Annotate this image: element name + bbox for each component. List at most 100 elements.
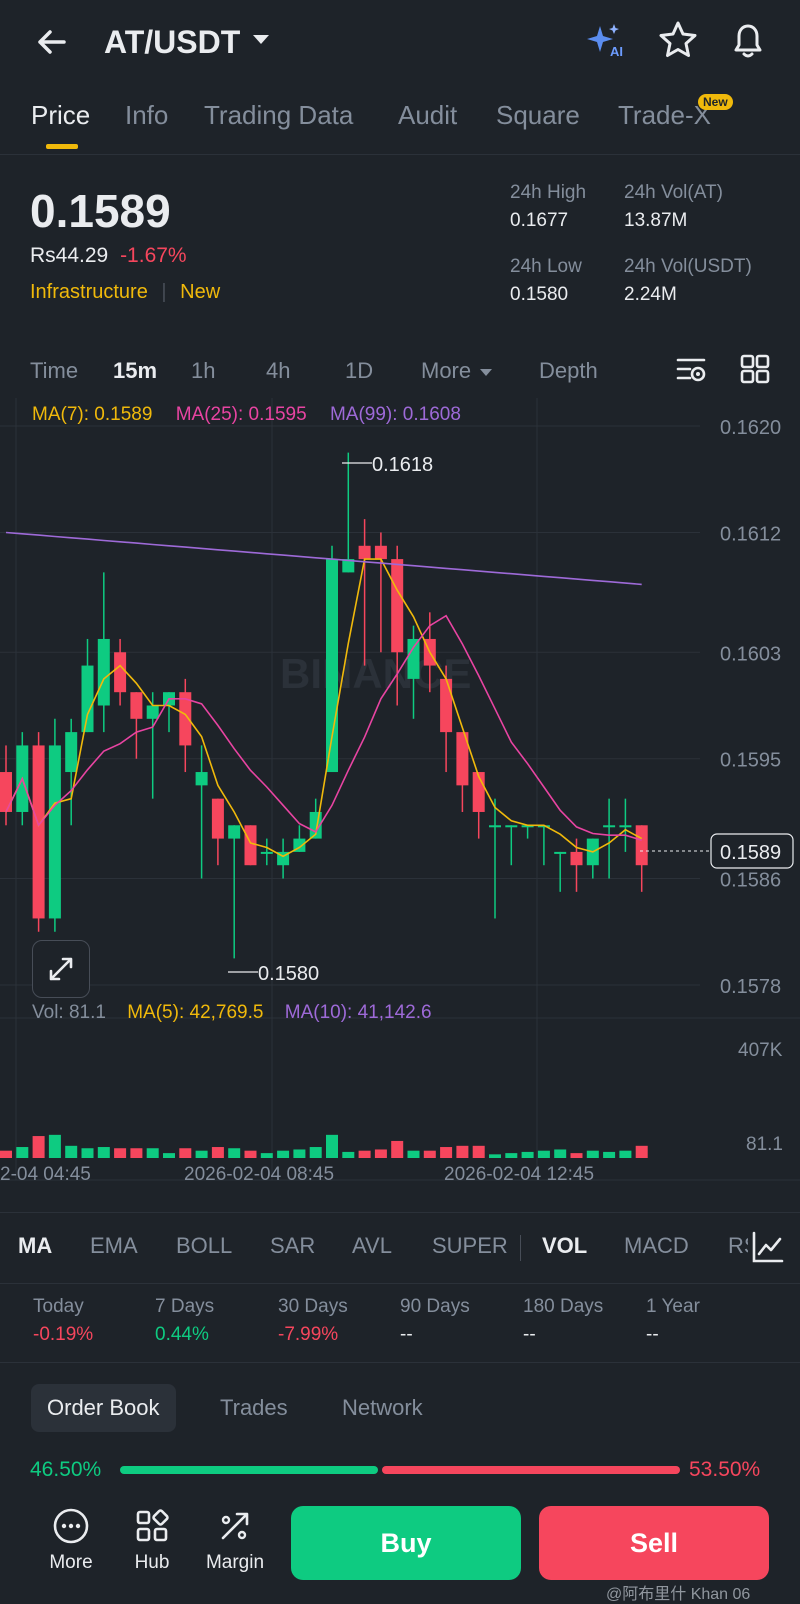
- ma25-line: [5, 614, 642, 841]
- volume-bar: [244, 1150, 257, 1158]
- tab-info[interactable]: Info: [125, 100, 169, 130]
- volume-bar: [456, 1145, 469, 1158]
- favorite-star-icon[interactable]: [656, 18, 700, 62]
- indicator-divider: [520, 1235, 521, 1261]
- ma99-line: [5, 531, 642, 586]
- candle-body: [195, 772, 208, 786]
- orderbook-tabs: Order Book Trades Network: [0, 1384, 800, 1434]
- volume-bar: [163, 1153, 175, 1158]
- perf-label: 180 Days: [523, 1296, 604, 1317]
- low-marker: 0.1580: [228, 963, 319, 985]
- interval-time[interactable]: Time: [30, 358, 79, 383]
- current-price-box: [710, 833, 794, 869]
- vol-usdt-label: 24h Vol(USDT): [624, 256, 752, 277]
- perf-value: -0.19%: [33, 1324, 94, 1345]
- tab-price[interactable]: Price: [31, 100, 91, 130]
- buy-button[interactable]: Buy: [291, 1506, 521, 1580]
- interval-1d[interactable]: 1D: [345, 358, 374, 383]
- time-label-2: 2026-02-04 08:45: [184, 1164, 335, 1185]
- layout-grid-icon[interactable]: [738, 352, 772, 386]
- active-tab-indicator: [46, 144, 78, 149]
- more-label: More: [49, 1552, 93, 1573]
- volume-bar: [521, 1151, 534, 1158]
- perf-label: 7 Days: [155, 1296, 215, 1317]
- indicator-boll[interactable]: BOLL: [176, 1233, 233, 1258]
- perf-1y: 1 Year --: [646, 1296, 700, 1346]
- indicator-ma[interactable]: MA: [18, 1233, 53, 1258]
- more-dots-icon: [53, 1508, 89, 1544]
- indicator-sar[interactable]: SAR: [270, 1233, 316, 1258]
- volume-bar: [423, 1150, 436, 1158]
- more-button[interactable]: More: [36, 1506, 106, 1574]
- tab-trading-data[interactable]: Trading Data: [204, 100, 354, 130]
- candle-body: [146, 705, 159, 719]
- interval-bar: Time 15m 1h 4h 1D More Depth: [0, 348, 800, 398]
- fiat-value: Rs44.29: [30, 244, 109, 267]
- interval-more[interactable]: More: [421, 358, 493, 384]
- candle-body: [635, 825, 648, 866]
- volume-bar: [358, 1150, 371, 1158]
- perf-label: 1 Year: [646, 1296, 700, 1317]
- current-price-label: 0.1589: [720, 842, 781, 864]
- candle-body: [505, 825, 518, 828]
- candle-body: [603, 825, 616, 828]
- price-tick: 0.1620: [720, 417, 781, 439]
- ma7-legend: MA(7): 0.1589: [32, 404, 153, 425]
- candle-body: [97, 638, 110, 706]
- indicator-settings-icon[interactable]: [748, 1227, 788, 1267]
- volume-bar: [293, 1149, 306, 1158]
- indicator-macd[interactable]: MACD: [624, 1233, 689, 1258]
- interval-4h[interactable]: 4h: [266, 358, 291, 383]
- price-tick: 0.1586: [720, 870, 781, 892]
- volume-bar: [48, 1134, 61, 1158]
- candle-body: [456, 732, 469, 786]
- tag-infrastructure[interactable]: Infrastructure: [30, 281, 148, 303]
- vol-at-label: 24h Vol(AT): [624, 182, 723, 203]
- perf-label: 30 Days: [278, 1296, 348, 1317]
- candle-body: [260, 851, 273, 854]
- indicator-super[interactable]: SUPER: [432, 1233, 508, 1258]
- ai-assistant-icon[interactable]: AI: [586, 18, 630, 62]
- volume-bar: [472, 1145, 485, 1158]
- candle-body: [48, 745, 61, 919]
- hub-button[interactable]: Hub: [117, 1506, 187, 1574]
- bell-icon[interactable]: [726, 18, 770, 62]
- hub-icon: [136, 1509, 169, 1542]
- interval-1h[interactable]: 1h: [191, 358, 216, 383]
- vol-ma5-legend: MA(5): 42,769.5: [127, 1002, 264, 1023]
- margin-label: Margin: [205, 1552, 265, 1573]
- interval-depth[interactable]: Depth: [539, 358, 598, 383]
- chart-settings-icon[interactable]: [674, 352, 708, 386]
- sell-button[interactable]: Sell: [539, 1506, 769, 1580]
- back-icon[interactable]: [30, 20, 74, 64]
- tab-trade-x[interactable]: Trade-X: [618, 100, 711, 130]
- volume-bar: [619, 1150, 632, 1158]
- indicator-ema[interactable]: EMA: [90, 1233, 138, 1258]
- sell-percent: 53.50%: [689, 1458, 761, 1481]
- volume-bar: [586, 1150, 599, 1158]
- tab-trades[interactable]: Trades: [220, 1395, 288, 1420]
- candlestick-chart[interactable]: BINANCE 0.16200.16120.16030.15950.15860.…: [0, 398, 800, 1210]
- ma-lines: [5, 531, 643, 858]
- tab-network[interactable]: Network: [342, 1395, 423, 1420]
- volume-bar: [440, 1147, 453, 1158]
- volume-bar: [391, 1140, 404, 1158]
- tag-new[interactable]: New: [180, 281, 221, 303]
- interval-15m[interactable]: 15m: [113, 358, 158, 383]
- tab-order-book[interactable]: Order Book: [31, 1384, 176, 1432]
- perf-label: Today: [33, 1296, 84, 1317]
- price-tick: 0.1612: [720, 523, 781, 545]
- fullscreen-button[interactable]: [32, 940, 90, 998]
- indicator-avl[interactable]: AVL: [352, 1233, 392, 1258]
- ma-legend: MA(7): 0.1589 MA(25): 0.1595 MA(99): 0.1…: [32, 404, 461, 426]
- indicator-vol[interactable]: VOL: [542, 1233, 588, 1258]
- tab-audit[interactable]: Audit: [398, 100, 458, 130]
- pair-selector[interactable]: AT/USDT: [104, 20, 270, 64]
- price-chart[interactable]: BINANCE 0.1620 0.1612 0.1603 0.1595 0.1586 0.…: [0, 398, 800, 1210]
- tab-square[interactable]: Square: [496, 100, 580, 130]
- candle-body: [521, 825, 534, 828]
- margin-button[interactable]: Margin: [199, 1506, 271, 1574]
- ai-badge-text: AI: [610, 44, 623, 59]
- low-value: 0.1580: [510, 284, 569, 305]
- perf-value: 0.44%: [155, 1324, 209, 1345]
